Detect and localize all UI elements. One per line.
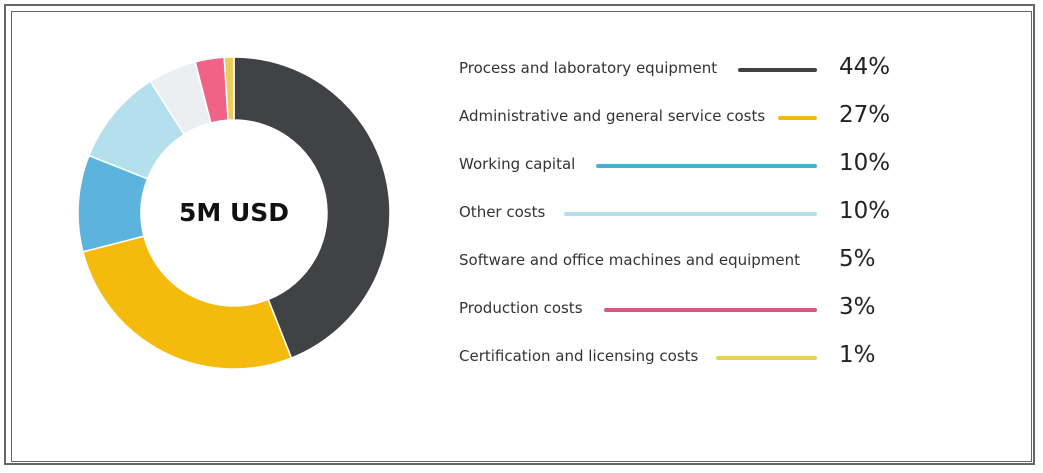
legend-line [564,212,817,216]
legend-label: Software and office machines and equipme… [459,251,801,269]
legend-value: 44% [839,54,891,80]
legend-item-software-and-office-machines-and-equipment: Software and office machines and equipme… [459,246,919,277]
legend-item-other-costs: Other costs 10% [459,198,919,229]
legend-line [604,308,817,312]
legend-value: 3% [839,294,876,320]
legend-label: Working capital [459,155,576,173]
legend-value: 10% [839,198,891,224]
legend-line [716,356,817,360]
slice-certification-and-licensing-costs [223,56,235,121]
inner-frame [11,11,1032,462]
legend-line [596,164,817,168]
legend-item-working-capital: Working capital 10% [459,150,919,181]
legend-label: Process and laboratory equipment [459,59,718,77]
legend-value: 5% [839,246,876,272]
slice-administrative-and-general-service-costs [81,235,293,370]
legend-label: Production costs [459,299,583,317]
legend-value: 1% [839,342,876,368]
legend-item-certification-and-licensing-costs: Certification and licensing costs 1% [459,342,919,373]
legend-label: Administrative and general service costs [459,107,766,125]
legend-item-administrative-and-general-service-costs: Administrative and general service costs… [459,102,919,133]
donut-center-label: 5M USD [178,198,290,227]
legend-value: 27% [839,102,891,128]
legend-line [778,116,817,120]
legend-item-production-costs: Production costs 3% [459,294,919,325]
legend-label: Certification and licensing costs [459,347,699,365]
legend-value: 10% [839,150,891,176]
legend-label: Other costs [459,203,546,221]
legend-item-process-and-laboratory-equipment: Process and laboratory equipment 44% [459,54,919,85]
slice-process-and-laboratory-equipment [233,56,391,360]
outer-frame [4,4,1035,465]
legend-line [738,68,817,72]
